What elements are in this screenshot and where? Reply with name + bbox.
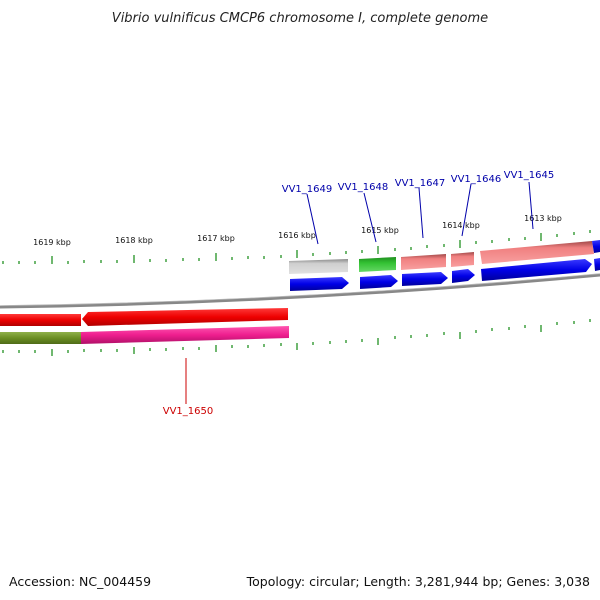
gene-label-vv1-1649[interactable]: VV1_1649 <box>282 184 333 195</box>
scale-label-1617: 1617 kbp <box>197 234 235 243</box>
cds-arrow-1646[interactable] <box>452 269 475 283</box>
cds-minus-strand <box>0 308 288 326</box>
gene-label-vv1-1645[interactable]: VV1_1645 <box>504 170 555 181</box>
cds-arrow-1649[interactable] <box>290 277 349 291</box>
cds-arrow-edge[interactable] <box>594 258 600 271</box>
gene-blue-edge[interactable] <box>592 240 600 253</box>
gene-label-vv1-1647[interactable]: VV1_1647 <box>395 178 446 189</box>
scale-label-1613: 1613 kbp <box>524 214 562 223</box>
scale-label-1615: 1615 kbp <box>361 226 399 235</box>
scale-label-1614: 1614 kbp <box>442 221 480 230</box>
gene-magenta-1650[interactable] <box>81 326 289 344</box>
scale-label-1618: 1618 kbp <box>115 236 153 245</box>
gene-labels: VV1_1649 VV1_1648 VV1_1647 VV1_1646 VV1_… <box>163 170 555 417</box>
gene-track-inner <box>0 326 289 344</box>
cds-arrow-1648[interactable] <box>360 275 398 289</box>
cds-arrow-1647[interactable] <box>402 272 448 286</box>
gene-pink-1647[interactable] <box>401 254 446 270</box>
scale-label-1619: 1619 kbp <box>33 238 71 247</box>
gene-label-vv1-1650[interactable]: VV1_1650 <box>163 406 214 417</box>
gene-track-outer <box>289 240 600 274</box>
accession-text: Accession: NC_004459 <box>9 574 151 589</box>
gene-pink-1646[interactable] <box>451 252 474 267</box>
cds-arrow-red-left[interactable] <box>0 314 81 326</box>
outer-scale-ticks <box>2 230 591 264</box>
label-leader-lines <box>185 181 534 404</box>
scale-label-1616: 1616 kbp <box>278 231 316 240</box>
inner-scale-ticks <box>2 319 591 356</box>
gene-green[interactable] <box>359 257 396 272</box>
gene-pink-1645[interactable] <box>480 241 594 264</box>
gene-olive[interactable] <box>0 332 81 344</box>
chromosome-backbone <box>0 273 600 309</box>
map-title: Vibrio vulnificus CMCP6 chromosome I, co… <box>112 11 488 26</box>
cds-plus-strand <box>290 258 600 291</box>
cds-arrow-1645[interactable] <box>481 259 592 281</box>
scale-labels: 1619 kbp 1618 kbp 1617 kbp 1616 kbp 1615… <box>33 214 562 247</box>
gene-grey[interactable] <box>289 259 348 274</box>
gene-label-vv1-1648[interactable]: VV1_1648 <box>338 182 389 193</box>
cds-arrow-red-1650[interactable] <box>82 308 288 326</box>
gene-label-vv1-1646[interactable]: VV1_1646 <box>451 174 502 185</box>
topology-text: Topology: circular; Length: 3,281,944 bp… <box>246 574 590 589</box>
